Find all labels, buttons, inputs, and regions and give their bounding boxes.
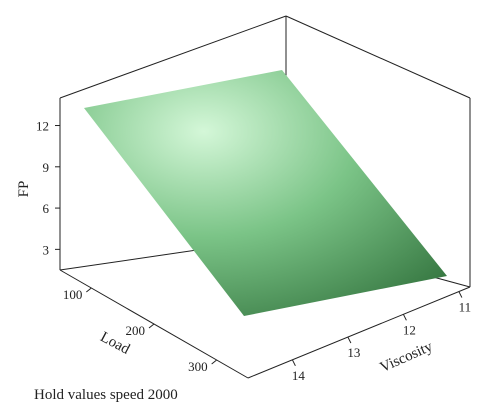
- y-tick: [347, 336, 352, 344]
- response-surface: [84, 70, 447, 316]
- y-tick-label: 14: [292, 368, 306, 383]
- hold-values-note: Hold values speed 2000: [34, 387, 178, 403]
- y-tick: [458, 291, 463, 298]
- y-tick-label: 11: [459, 300, 472, 315]
- z-tick-label: 3: [43, 242, 50, 257]
- x-tick-label: 100: [63, 287, 83, 302]
- y-tick-label: 13: [347, 345, 360, 360]
- y-tick: [402, 314, 407, 321]
- x-tick-label: 300: [188, 359, 208, 374]
- y-tick-label: 12: [403, 322, 416, 337]
- side-wall-top-edge: [285, 15, 471, 99]
- x-tick: [148, 323, 155, 329]
- x-tick: [86, 287, 92, 293]
- axis-ticks: 3 6 9 12 100 200 300 11 12 13 14: [36, 119, 471, 383]
- x-tick-label: 200: [126, 323, 146, 338]
- y-tick: [291, 359, 296, 367]
- z-tick-label: 9: [43, 160, 50, 175]
- z-axis-label: FP: [16, 181, 32, 198]
- x-tick: [211, 359, 217, 365]
- y-axis-label: Viscosity: [378, 338, 436, 376]
- back-wall-top-edge: [59, 15, 287, 99]
- z-tick-label: 12: [36, 119, 49, 134]
- z-tick-label: 6: [43, 201, 50, 216]
- y-axis-line: [247, 286, 471, 379]
